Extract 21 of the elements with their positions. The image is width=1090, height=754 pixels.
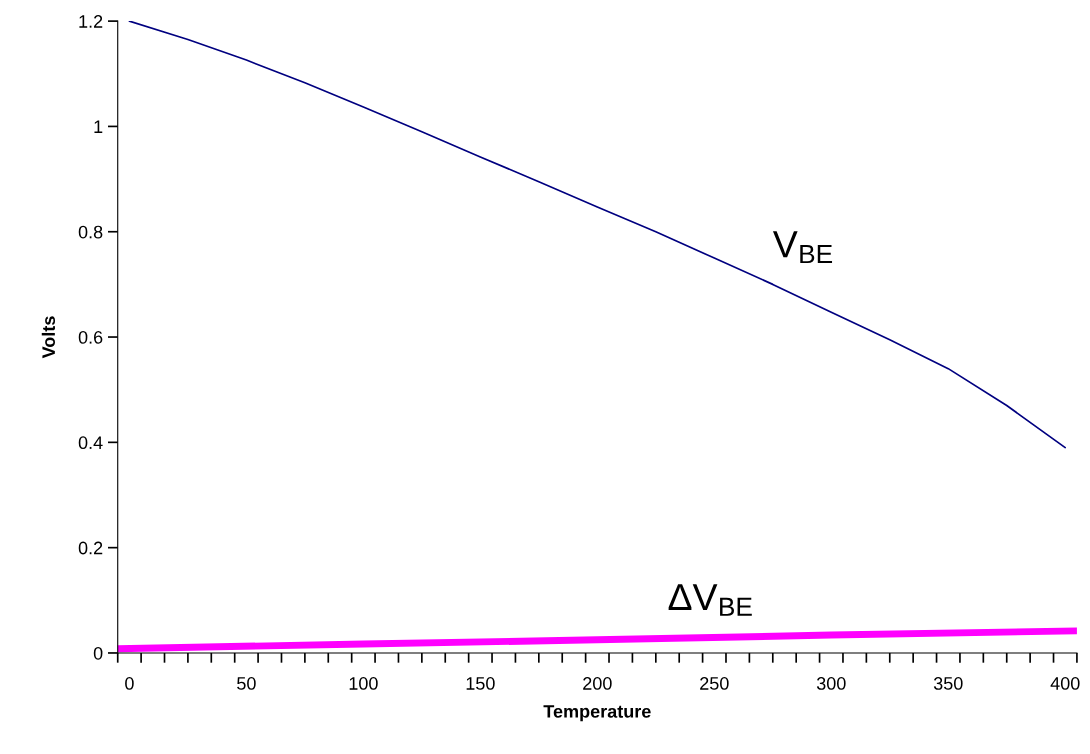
y-tick-label: 0.8 <box>78 225 103 239</box>
y-axis-title: Volts <box>41 316 56 359</box>
x-tick-label: 200 <box>583 677 612 690</box>
x-tick-label: 100 <box>349 677 378 690</box>
x-tick-label: 300 <box>816 677 846 690</box>
y-tick-label: 0.6 <box>78 330 103 344</box>
x-tick-label: 0 <box>125 677 134 690</box>
y-tick-label: 1 <box>94 120 103 133</box>
y-tick-label: 0.2 <box>78 541 103 555</box>
y-tick-label: 0 <box>93 646 103 660</box>
line-series <box>128 21 1067 449</box>
y-tick-label: 1.2 <box>79 15 103 28</box>
series-label: V$_{BE}$ <box>772 231 833 264</box>
x-axis-title: Temperature <box>543 705 651 722</box>
x-tick-label: 150 <box>466 677 495 690</box>
x-tick-label: 350 <box>933 677 963 690</box>
y-tick-label: 0.4 <box>78 436 103 450</box>
x-tick-label: 400 <box>1050 677 1080 690</box>
series-label: ΔV$_{BE}$ <box>668 584 752 616</box>
x-tick-label: 250 <box>700 677 729 690</box>
x-tick-label: 50 <box>237 677 256 690</box>
